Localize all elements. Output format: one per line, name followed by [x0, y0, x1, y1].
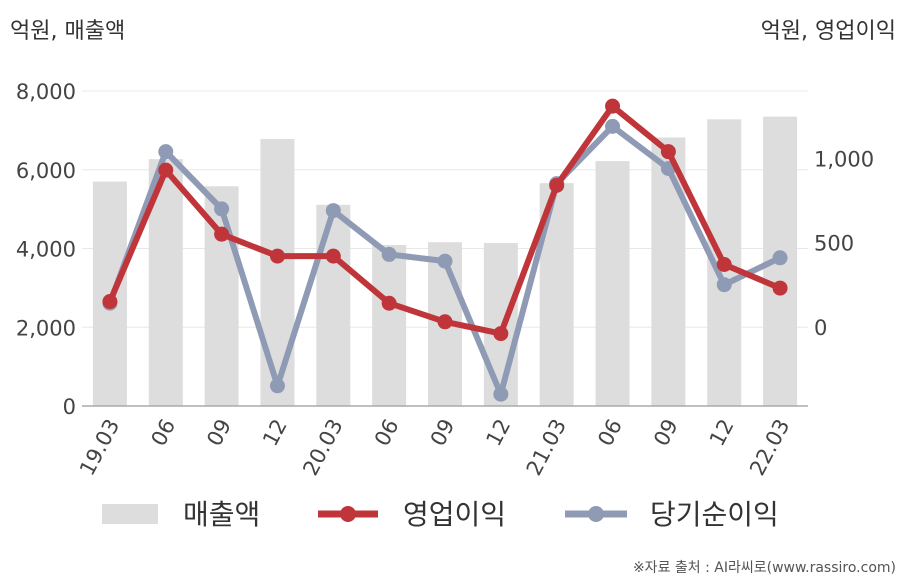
point-operating-profit: [437, 314, 453, 330]
x-tick-label: 12: [482, 415, 516, 450]
legend-label-sales: 매출액: [183, 498, 260, 531]
left-axis-unit: 억원, 매출액: [10, 19, 125, 44]
legend: 매출액 영업이익 당기순이익: [102, 498, 779, 531]
bar-sales: [372, 244, 407, 406]
x-tick-label: 06: [370, 415, 404, 450]
x-tick-label: 12: [705, 415, 739, 450]
x-tick-label: 09: [649, 415, 683, 450]
point-net-income: [381, 246, 397, 262]
point-net-income: [437, 253, 453, 269]
left-axis-ticks: 0 2,000 4,000 6,000 8,000: [16, 80, 76, 419]
bar-sales: [316, 204, 351, 406]
x-tick-label: 19.03: [75, 415, 124, 479]
x-tick-label: 06: [146, 415, 180, 450]
x-axis-ticks: 19.03 06 09 12 20.03 06 09 12 21.03 06 09 12 22.03: [75, 415, 795, 479]
point-operating-profit: [102, 294, 118, 310]
point-operating-profit: [325, 248, 341, 264]
left-tick-label: 0: [63, 395, 76, 419]
point-operating-profit: [158, 162, 174, 178]
x-tick-label: 20.03: [298, 415, 347, 479]
legend-marker-net-income: [588, 506, 604, 522]
point-net-income: [772, 250, 788, 266]
point-net-income: [158, 144, 174, 160]
left-tick-label: 6,000: [16, 159, 76, 183]
bar-sales: [595, 161, 630, 406]
point-operating-profit: [381, 295, 397, 311]
x-tick-label: 06: [593, 415, 627, 450]
point-net-income: [716, 277, 732, 293]
point-operating-profit: [549, 177, 565, 193]
point-net-income: [325, 203, 341, 219]
x-tick-label: 09: [202, 415, 236, 450]
source-credit: ※자료 출처 : AI라씨로(www.rassiro.com): [633, 560, 896, 576]
point-net-income: [493, 386, 509, 402]
point-operating-profit: [493, 326, 509, 342]
left-tick-label: 8,000: [16, 80, 76, 104]
point-operating-profit: [214, 226, 230, 242]
right-axis-ticks: 0 500 1,000: [814, 147, 874, 339]
x-tick-label: 21.03: [522, 415, 571, 479]
bar-sales: [92, 181, 127, 406]
right-tick-label: 0: [814, 316, 827, 340]
legend-label-net-income: 당기순이익: [650, 498, 779, 531]
legend-swatch-sales: [102, 504, 158, 524]
bar-sales: [483, 242, 518, 406]
right-tick-label: 500: [814, 232, 854, 256]
point-operating-profit: [772, 280, 788, 296]
x-tick-label: 09: [426, 415, 460, 450]
point-operating-profit: [716, 257, 732, 273]
left-tick-label: 4,000: [16, 238, 76, 262]
x-tick-label: 12: [258, 415, 292, 450]
bar-sales: [260, 139, 295, 406]
legend-marker-operating-profit: [340, 506, 356, 522]
x-tick-label: 22.03: [745, 415, 794, 479]
line-series: [102, 98, 788, 402]
legend-label-operating-profit: 영업이익: [403, 498, 506, 531]
bar-sales: [651, 137, 686, 406]
point-operating-profit: [605, 98, 621, 114]
point-operating-profit: [660, 144, 676, 160]
right-tick-label: 1,000: [814, 147, 874, 171]
point-operating-profit: [269, 248, 285, 264]
point-net-income: [605, 118, 621, 134]
right-axis-unit: 억원, 영업이익: [761, 19, 896, 44]
point-net-income: [269, 378, 285, 394]
left-tick-label: 2,000: [16, 316, 76, 340]
point-net-income: [214, 201, 230, 217]
